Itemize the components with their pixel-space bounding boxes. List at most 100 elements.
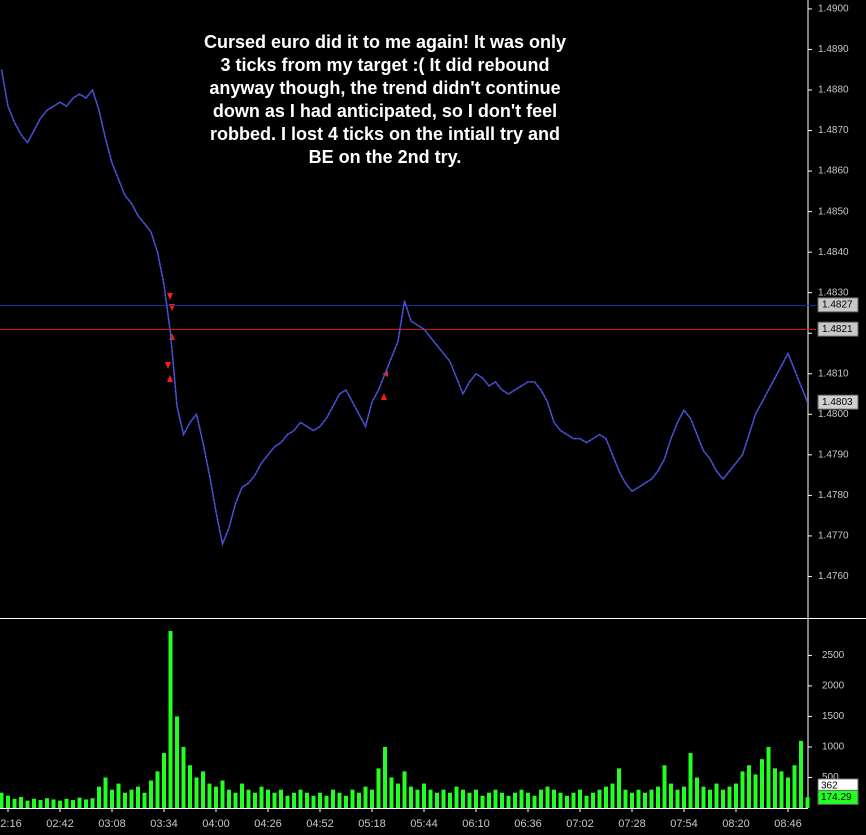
volume-bar [727,786,732,808]
volume-bar [110,789,114,808]
volume-bar [207,783,212,808]
volume-bar [805,797,810,808]
volume-bar [441,789,446,808]
volume-bar [409,786,413,808]
volume-bar [513,792,517,808]
volume-bar [19,797,23,808]
volume-bar [636,789,641,808]
volume-bar [682,786,686,808]
volume-bar [311,795,316,808]
volume-bar [71,800,75,808]
volume-bar [734,783,738,808]
volume-bar [786,777,790,808]
x-tick-label: 03:08 [98,818,126,830]
volume-bar [259,786,264,808]
x-tick-label: 04:52 [306,818,334,830]
y-tick-label: 1.4780 [818,490,849,501]
volume-bar [142,792,147,808]
y-tick-label: 1.4770 [818,531,849,542]
volume-bar [597,789,602,808]
volume-bar [58,800,62,808]
price-tag-label: 1.4827 [822,299,853,310]
volume-bar [227,789,231,808]
x-tick-label: 05:44 [410,818,438,830]
volume-bar [201,771,205,808]
volume-tag [817,789,859,805]
volume-bar [253,792,257,808]
volume-bar [474,789,478,808]
volume-bar [402,771,407,808]
y-tick-label: 1.4840 [818,247,849,258]
y-tick-label: 1.4880 [818,85,849,96]
y-tick-label: 1500 [822,711,845,722]
y-tick-label: 500 [822,772,839,783]
volume-bar [610,783,615,808]
volume-bar [103,777,108,808]
price-tag-label: 1.4803 [822,397,853,408]
volume-bar [799,740,803,808]
volume-bar [292,792,296,808]
volume-bar [662,765,667,808]
volume-bar [740,771,745,808]
volume-bar [584,795,589,808]
volume-bar [591,792,595,808]
x-tick-label: 05:18 [358,818,386,830]
x-tick-label: 02:42 [46,818,74,830]
volume-bar [415,789,420,808]
volume-bar [45,798,49,808]
annotation: BE on the 2nd try. [309,147,462,167]
volume-bar [84,799,88,808]
annotation: 3 ticks from my target :( It did rebound [220,55,549,75]
y-tick-label: 1.4800 [818,409,849,420]
volume-bar [578,789,582,808]
volume-bar [220,780,225,808]
x-tick-label: 07:02 [566,818,594,830]
volume-bar [506,795,511,808]
volume-bar [240,783,244,808]
volume-bar [77,797,82,808]
trade-marker [165,362,171,369]
volume-bar [656,786,660,808]
volume-bar [753,774,758,808]
volume-bar [25,800,30,808]
trade-marker [167,293,173,300]
volume-bar [123,792,127,808]
volume-bar [773,768,777,808]
volume-bar [266,789,270,808]
volume-bar [279,789,283,808]
volume-bar [435,792,439,808]
volume-bar [233,792,238,808]
x-tick-label: 04:26 [254,818,282,830]
volume-bar [175,716,179,808]
price-tag [817,394,859,410]
volume-bar [747,765,751,808]
volume-bar [396,783,400,808]
price-tag-label: 1.4821 [822,324,853,335]
volume-bar [97,786,101,808]
volume-bar [617,768,621,808]
x-tick-label: 07:54 [670,818,698,830]
volume-bar [181,746,186,808]
volume-bar [604,786,608,808]
trade-markers [165,293,388,400]
volume-bar [64,798,69,808]
x-tick-label: 04:00 [202,818,230,830]
x-tick-label: 2:16 [0,818,21,830]
volume-bar [500,792,504,808]
volume-bar [461,789,465,808]
volume-bar [376,768,381,808]
volume-bar [168,630,173,808]
y-tick-label: 1.4900 [818,4,849,15]
volume-bar [116,783,121,808]
volume-tag-label: 174.29 [821,792,852,803]
volume-bar [51,799,56,808]
price-tag [817,297,859,313]
volume-bar [188,765,192,808]
x-tick-label: 03:34 [150,818,178,830]
volume-bar [298,789,303,808]
volume-bar [708,789,712,808]
volume-bar [558,792,563,808]
volume-bar [792,765,797,808]
